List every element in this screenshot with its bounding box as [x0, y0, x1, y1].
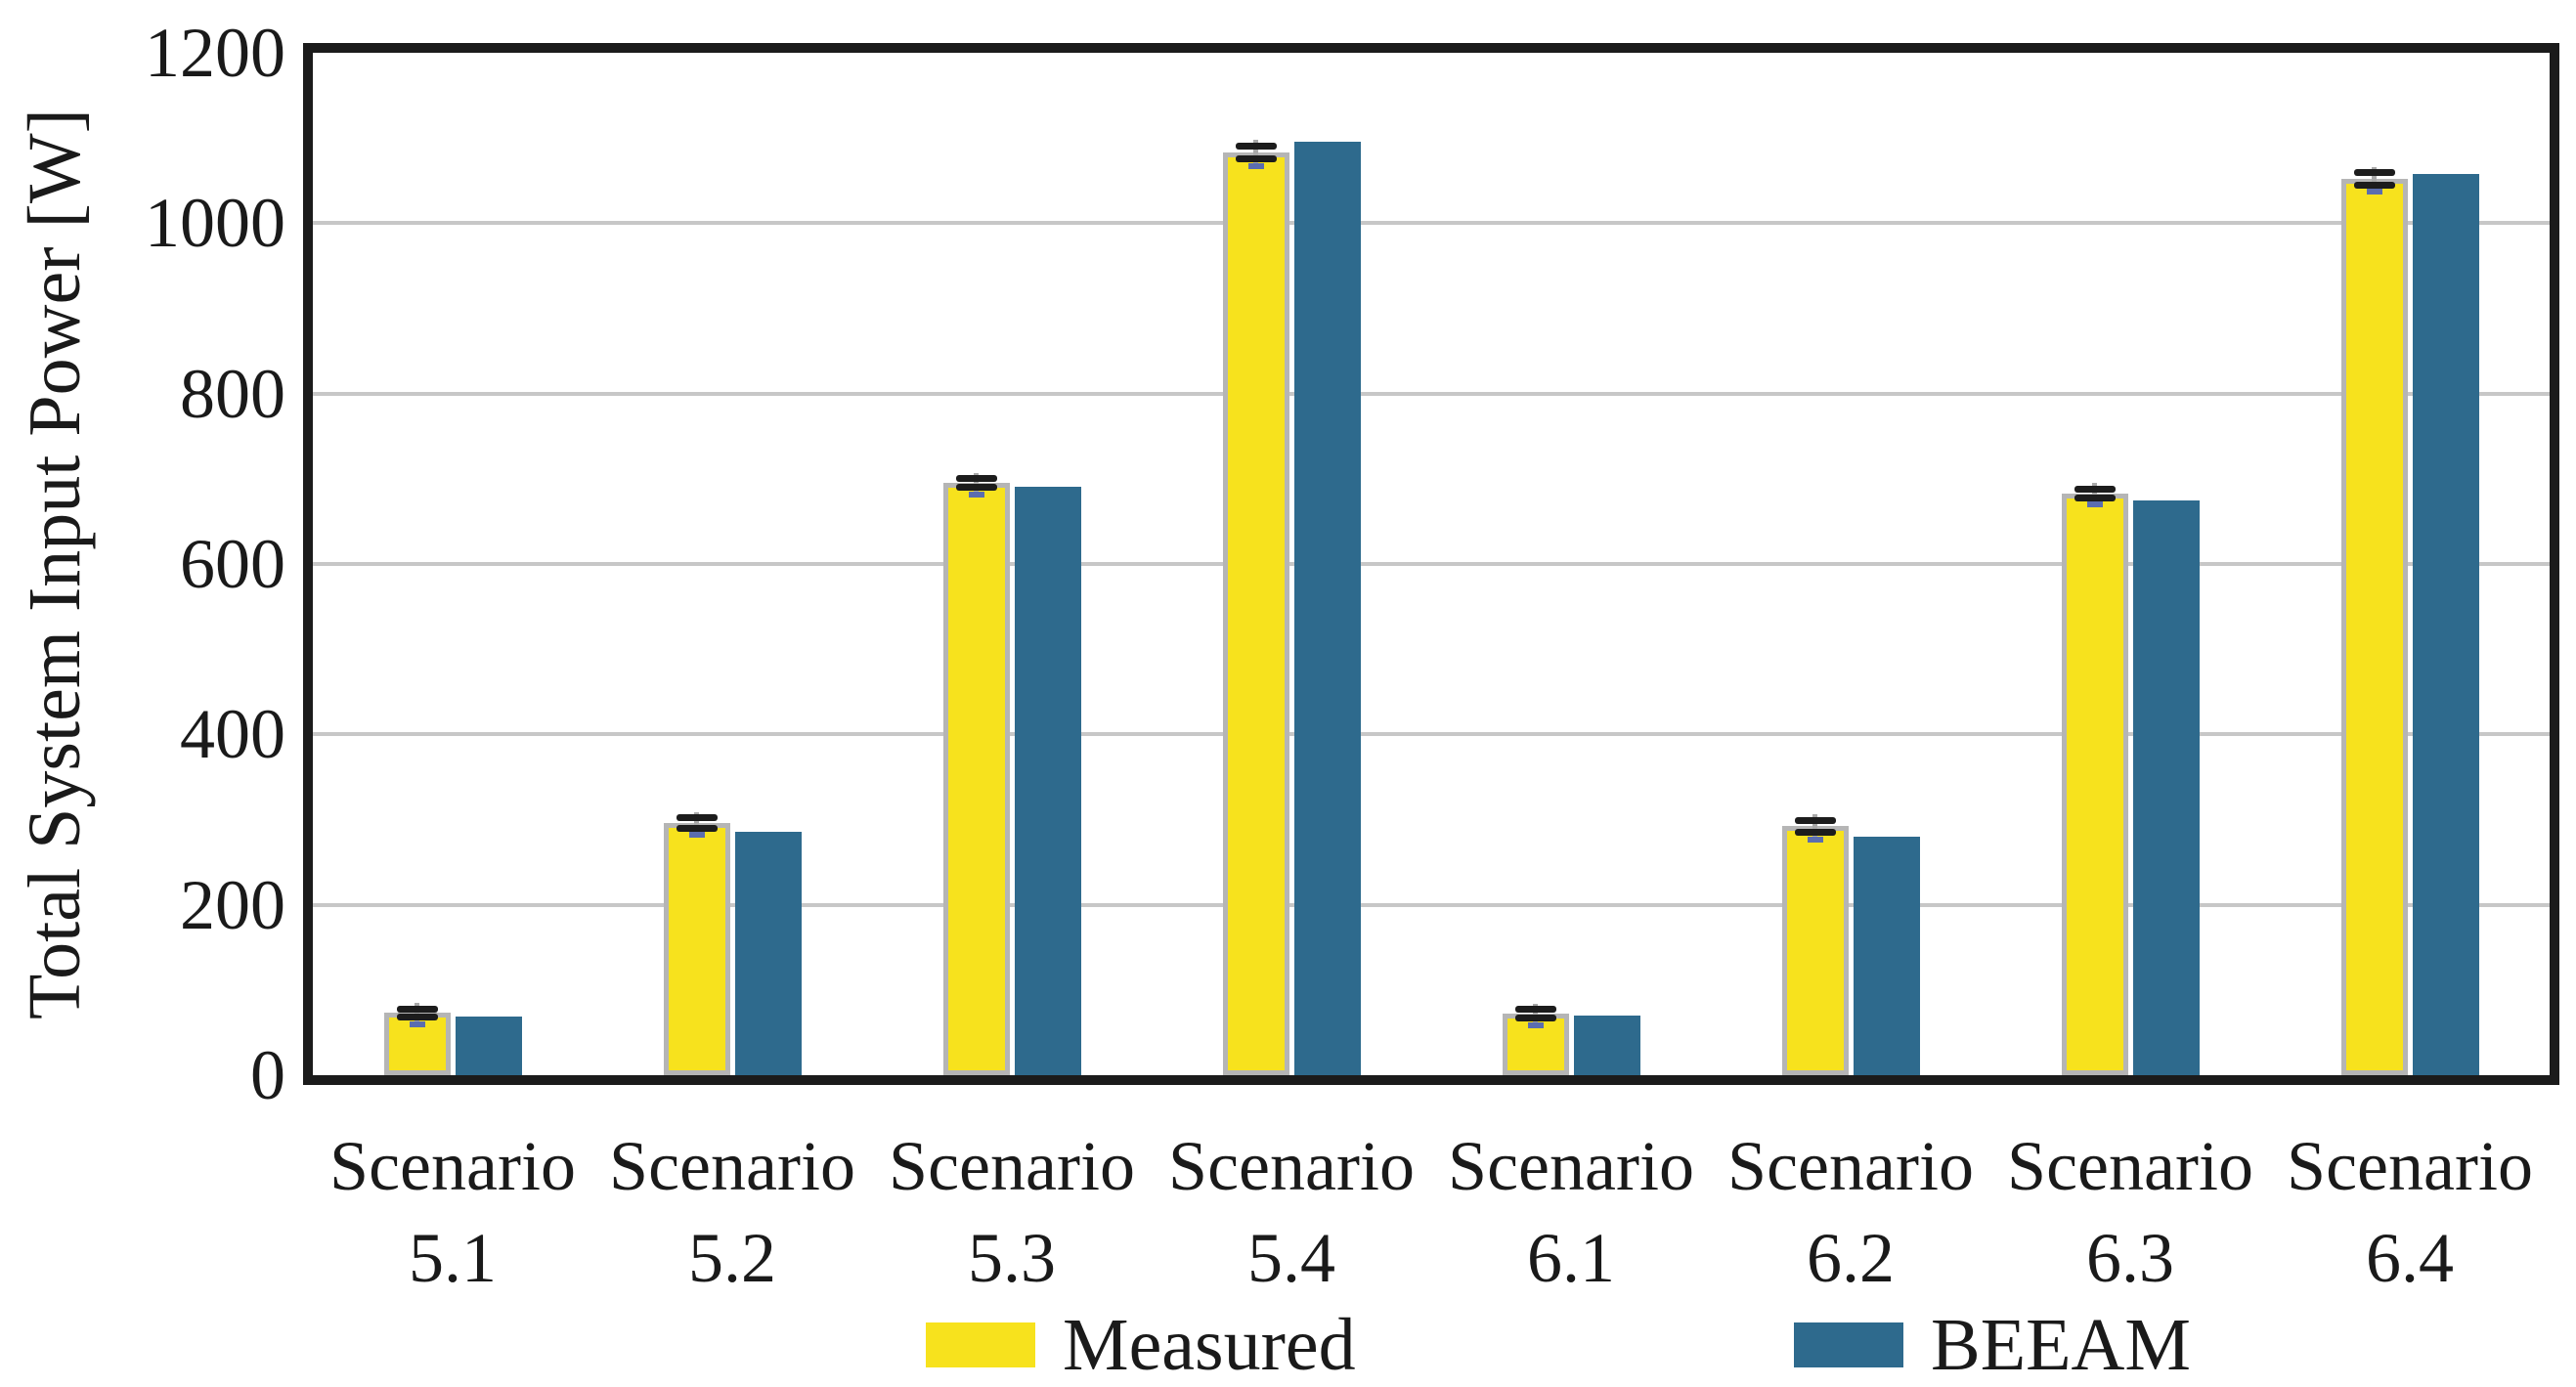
bar-measured-scenario-6.4	[2340, 179, 2408, 1075]
plot-canvas	[313, 53, 2550, 1075]
bar-beeam-scenario-5.1	[455, 1016, 522, 1075]
y-tick-label-0: 0	[250, 1036, 285, 1114]
grid-line-1000	[313, 221, 2550, 226]
plot-area	[303, 43, 2559, 1085]
y-tick-label-600: 600	[180, 525, 285, 603]
bar-measured-scenario-6.2	[1781, 826, 1849, 1075]
bar-beeam-scenario-5.2	[734, 831, 802, 1075]
y-tick-label-200: 200	[180, 865, 285, 944]
bar-measured-scenario-5.2	[663, 822, 730, 1075]
x-tick-label-scenario-5.4: Scenario 5.4	[1168, 1127, 1415, 1297]
x-tick-label-scenario-6.3: Scenario 6.3	[2007, 1127, 2253, 1297]
bar-measured-scenario-5.4	[1222, 152, 1289, 1075]
bar-measured-scenario-6.1	[1502, 1014, 1569, 1075]
y-tick-label-800: 800	[180, 354, 285, 433]
x-tick-label-scenario-5.3: Scenario 5.3	[889, 1127, 1135, 1297]
grid-line-600	[313, 562, 2550, 566]
legend-item-measured: Measured	[926, 1304, 1356, 1386]
x-tick-label-scenario-6.2: Scenario 6.2	[1727, 1127, 1974, 1297]
legend-label-measured: Measured	[1063, 1304, 1356, 1386]
legend-swatch-measured	[926, 1322, 1035, 1367]
bar-beeam-scenario-5.3	[1014, 486, 1081, 1075]
bar-beeam-scenario-6.2	[1853, 836, 1920, 1075]
bar-measured-scenario-5.3	[942, 483, 1010, 1075]
grid-line-400	[313, 732, 2550, 737]
x-tick-label-scenario-6.4: Scenario 6.4	[2287, 1127, 2533, 1297]
grid-line-800	[313, 391, 2550, 396]
bar-measured-scenario-6.3	[2061, 493, 2128, 1075]
legend-item-beeam: BEEAM	[1794, 1304, 2191, 1386]
x-tick-label-scenario-6.1: Scenario 6.1	[1448, 1127, 1694, 1297]
bar-beeam-scenario-6.3	[2132, 499, 2200, 1075]
x-tick-label-scenario-5.1: Scenario 5.1	[329, 1127, 576, 1297]
grid-line-200	[313, 902, 2550, 907]
legend-label-beeam: BEEAM	[1931, 1304, 2191, 1386]
y-tick-label-1200: 1200	[145, 14, 285, 92]
bar-beeam-scenario-6.4	[2412, 173, 2479, 1075]
x-tick-label-scenario-5.2: Scenario 5.2	[609, 1127, 855, 1297]
y-tick-label-400: 400	[180, 695, 285, 774]
legend-swatch-beeam	[1794, 1322, 1903, 1367]
bar-beeam-scenario-6.1	[1573, 1015, 1640, 1075]
y-tick-label-1000: 1000	[145, 184, 285, 263]
bar-beeam-scenario-5.4	[1293, 141, 1361, 1075]
